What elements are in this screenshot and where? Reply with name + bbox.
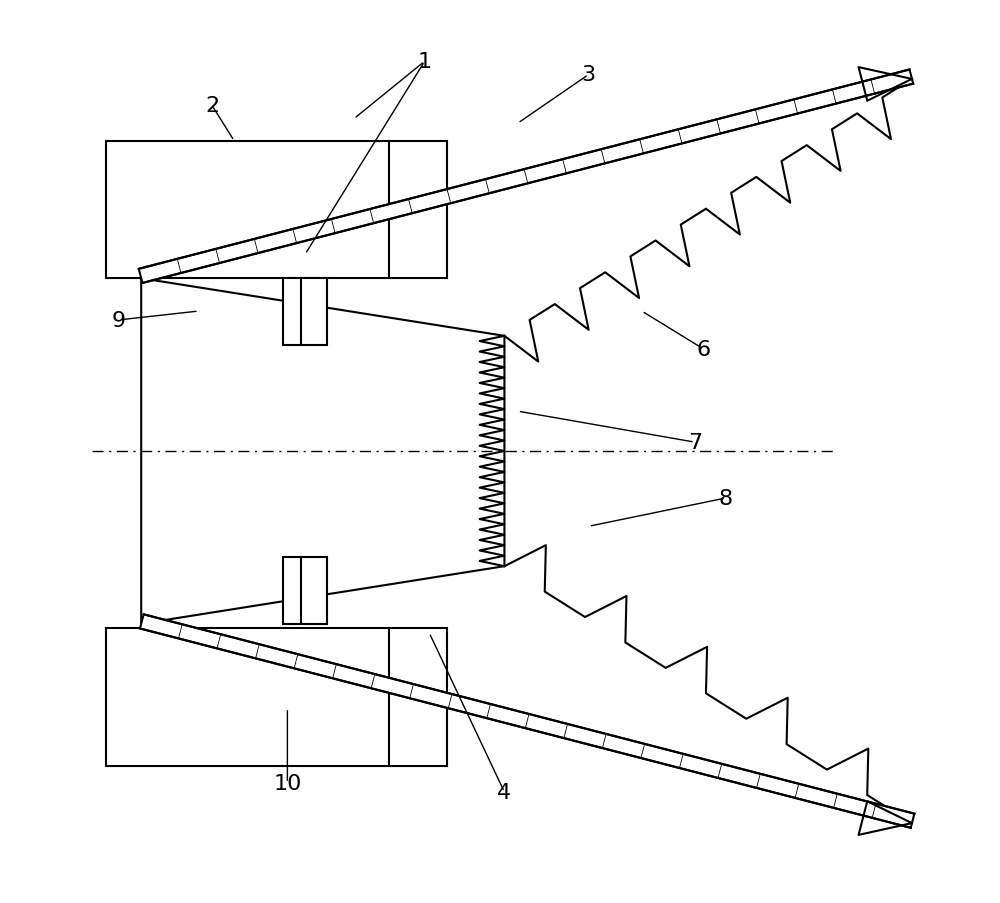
Text: 10: 10	[273, 773, 302, 794]
Bar	[106, 142, 447, 279]
Text: 3: 3	[582, 65, 596, 86]
Bar	[283, 279, 327, 345]
Text: 4: 4	[497, 782, 511, 802]
Bar	[283, 558, 327, 624]
Text: 2: 2	[205, 97, 219, 116]
Text: 7: 7	[688, 433, 702, 452]
Text: 1: 1	[418, 52, 432, 72]
Polygon shape	[140, 615, 914, 828]
Text: 9: 9	[112, 311, 126, 330]
Bar	[106, 628, 447, 766]
Text: 8: 8	[719, 489, 733, 508]
Text: 6: 6	[697, 340, 711, 359]
Polygon shape	[139, 70, 913, 284]
